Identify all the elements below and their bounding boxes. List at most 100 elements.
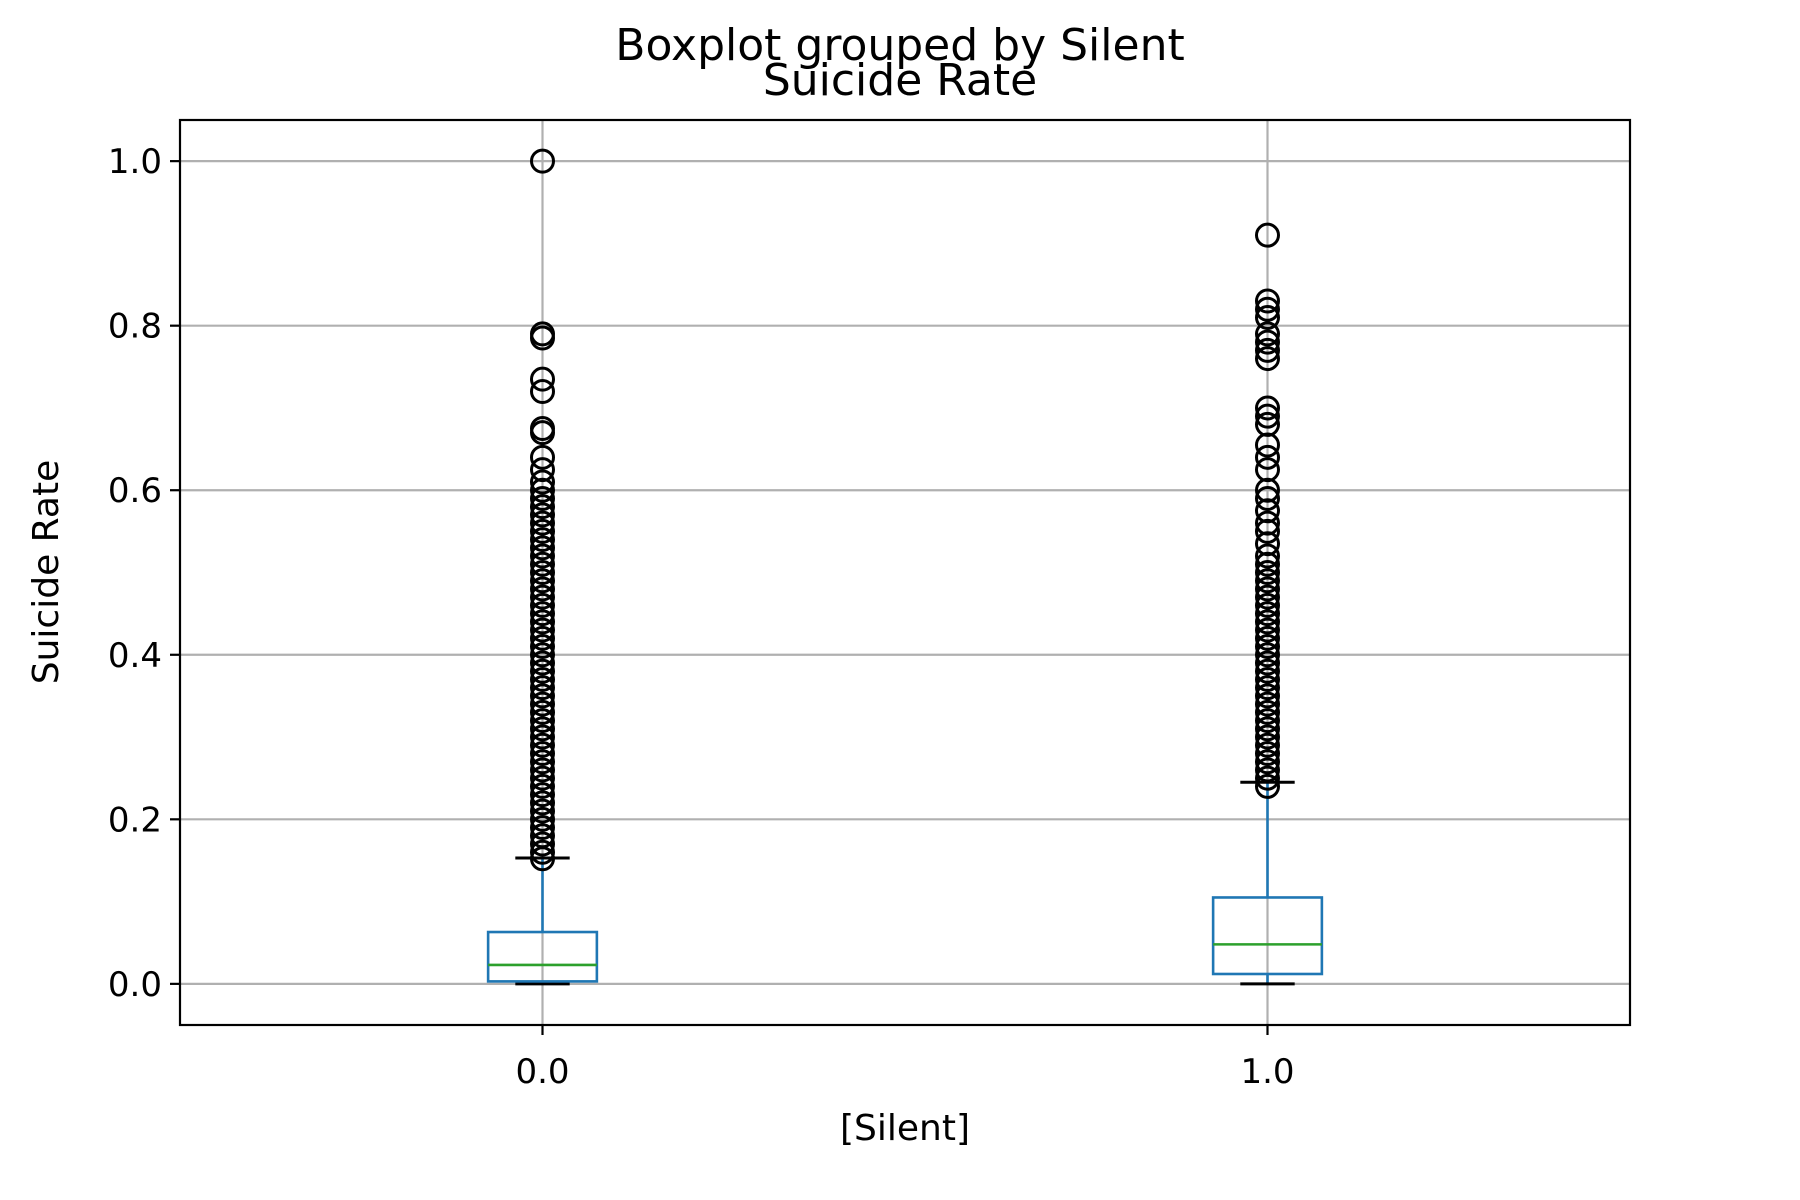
flier-point [530, 560, 555, 585]
flier-point [530, 321, 555, 347]
flier-point [530, 510, 555, 536]
flier-point [1255, 411, 1280, 437]
flier-point [530, 675, 555, 701]
x-axis-label: [Silent] [840, 1108, 970, 1149]
flier-point [530, 469, 555, 495]
fliers [1255, 222, 1280, 799]
flier-point [1255, 757, 1280, 783]
flier-point [530, 444, 555, 470]
flier-point [530, 592, 555, 618]
flier-point [1255, 675, 1280, 701]
box-iqr [486, 930, 599, 983]
flier-point [530, 691, 555, 717]
flier-point [530, 666, 555, 692]
flier-point [1255, 568, 1280, 594]
flier-point [1255, 329, 1280, 355]
flier-point [1255, 708, 1280, 734]
flier-point [1255, 584, 1280, 610]
flier-point [530, 823, 555, 849]
flier-point [1255, 617, 1280, 643]
flier-point [530, 625, 555, 651]
flier-point [530, 609, 555, 635]
flier-point [530, 732, 555, 758]
flier-point [530, 494, 555, 520]
flier-point [1255, 485, 1280, 511]
flier-point [530, 806, 555, 832]
flier-point [1255, 510, 1280, 536]
flier-point [530, 535, 555, 561]
flier-point [1255, 304, 1280, 330]
flier-point [530, 485, 555, 511]
flier-point [1255, 765, 1280, 791]
y-tick-label: 0.2 [108, 800, 162, 840]
flier-point [1255, 749, 1280, 775]
flier-point [1255, 543, 1280, 569]
flier-point [530, 757, 555, 783]
flier-point [1255, 576, 1280, 602]
flier-point [530, 551, 555, 577]
flier-point [530, 749, 555, 775]
flier-point [530, 773, 555, 799]
flier-point [1255, 625, 1280, 651]
y-tick-label: 0.4 [108, 636, 162, 676]
flier-point [530, 815, 555, 841]
flier-point [530, 601, 555, 627]
flier-point [530, 708, 555, 734]
x-tick-label: 1.0 [1240, 1052, 1294, 1092]
flier-point [1255, 658, 1280, 684]
flier-point [530, 148, 555, 174]
flier-point [1255, 601, 1280, 627]
y-tick-label: 1.0 [108, 142, 162, 182]
flier-point [1255, 691, 1280, 717]
flier-point [1255, 592, 1280, 618]
flier-point [530, 699, 555, 725]
flier-point [1255, 683, 1280, 709]
x-axis: 0.0 1.0 [515, 1025, 1295, 1092]
flier-point [530, 839, 555, 865]
fliers [530, 148, 555, 872]
flier-point [1255, 609, 1280, 635]
flier-point [1255, 642, 1280, 668]
flier-point [530, 683, 555, 709]
y-tick-label: 0.8 [108, 307, 162, 347]
flier-point [1255, 337, 1280, 363]
flier-point [530, 584, 555, 610]
x-tick-label: 0.0 [515, 1052, 569, 1092]
flier-point [1255, 732, 1280, 758]
flier-point [530, 798, 555, 824]
flier-point [530, 765, 555, 791]
flier-point [530, 642, 555, 668]
flier-point [530, 379, 555, 404]
y-axis: 0.0 0.2 0.4 0.6 0.8 1.0 [108, 142, 180, 1005]
y-axis-label: Suicide Rate [26, 460, 67, 684]
box-iqr [1211, 896, 1324, 976]
flier-point [1255, 773, 1280, 799]
chart-suptitle: Boxplot grouped by Silent [615, 20, 1184, 71]
boxes [486, 148, 1324, 986]
flier-point [1255, 716, 1280, 742]
flier-point [1255, 346, 1280, 372]
flier-point [530, 527, 555, 553]
chart-title: Suicide Rate [763, 55, 1037, 106]
flier-point [530, 716, 555, 742]
flier-point [1255, 222, 1280, 248]
flier-point [1255, 321, 1280, 347]
box-group-0.0 [486, 148, 599, 986]
flier-point [530, 790, 555, 816]
plot-frame [178, 118, 1632, 1027]
flier-point [530, 518, 555, 544]
flier-point [1255, 395, 1280, 421]
flier-point [530, 366, 555, 392]
flier-point [530, 576, 555, 602]
flier-point [1255, 296, 1280, 322]
flier-point [1255, 650, 1280, 676]
gridlines [180, 120, 1630, 1025]
flier-point [1255, 457, 1280, 483]
flier-point [1255, 403, 1280, 429]
flier-point [530, 724, 555, 750]
box-group-1.0 [1211, 222, 1324, 986]
flier-point [530, 831, 555, 857]
y-tick-label: 0.0 [108, 965, 162, 1005]
flier-point [530, 782, 555, 808]
